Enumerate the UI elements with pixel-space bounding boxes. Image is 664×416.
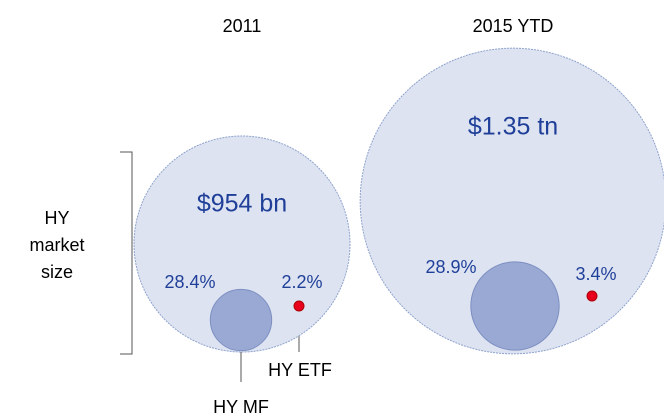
annotation: HY market size — [29, 208, 85, 282]
total-label: $1.35 tn — [468, 113, 558, 141]
etf-dot — [293, 300, 305, 312]
bracket — [120, 151, 133, 355]
category-label: 2015 YTD — [473, 16, 554, 36]
total-bubble — [133, 135, 351, 353]
total-bubble — [359, 47, 664, 355]
series-name: HY MF — [213, 397, 269, 416]
etf-dot — [586, 290, 598, 302]
mf-label: 28.4% — [164, 272, 215, 292]
etf-label: 3.4% — [575, 264, 616, 284]
mf-bubble — [470, 261, 560, 351]
mf-bubble — [209, 288, 273, 352]
total-label: $954 bn — [197, 190, 287, 218]
series-name: HY ETF — [268, 360, 332, 380]
etf-label: 2.2% — [281, 272, 322, 292]
category-label: 2011 — [223, 16, 262, 36]
mf-label: 28.9% — [425, 257, 476, 277]
